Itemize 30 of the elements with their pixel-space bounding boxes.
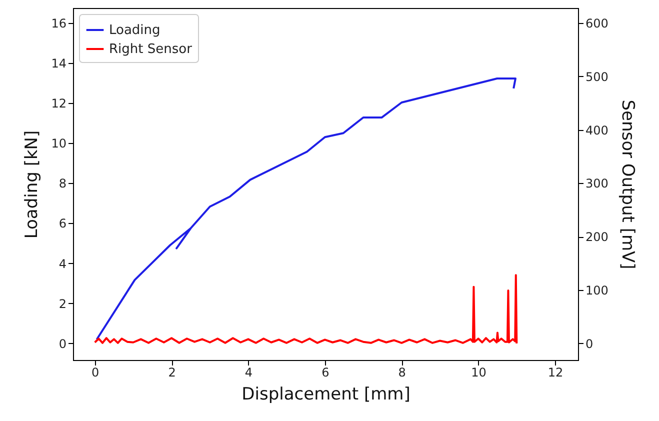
x-axis-title: Displacement [mm] bbox=[242, 384, 410, 404]
x-tick-label: 12 bbox=[548, 366, 564, 380]
y-tick-label: 12 bbox=[51, 96, 66, 111]
y-tick-label: 14 bbox=[51, 56, 66, 71]
y2-tick-label: 200 bbox=[586, 230, 608, 244]
y-tick-label: 16 bbox=[51, 16, 66, 31]
x-tick-label: 6 bbox=[322, 366, 330, 380]
y2-axis-title: Sensor Output [mV] bbox=[617, 100, 638, 270]
y-axis-title: Loading [kN] bbox=[22, 130, 42, 239]
y2-tick-label: 100 bbox=[586, 284, 608, 298]
x-tick-label: 0 bbox=[92, 366, 100, 380]
y-tick-label: 6 bbox=[58, 216, 66, 231]
y-tick-label: 8 bbox=[58, 176, 66, 191]
y-tick-label: 10 bbox=[51, 136, 66, 151]
legend-label: Right Sensor bbox=[109, 42, 193, 57]
y-tick-label: 4 bbox=[58, 256, 66, 271]
y2-tick-label: 300 bbox=[586, 176, 608, 191]
y2-tick-label: 500 bbox=[586, 70, 608, 84]
x-tick-label: 4 bbox=[244, 366, 253, 380]
y2-tick-label: 600 bbox=[586, 16, 608, 30]
line-series bbox=[94, 274, 518, 344]
line-series bbox=[96, 77, 516, 340]
y2-tick-label: 400 bbox=[586, 123, 608, 138]
x-tick-label: 2 bbox=[168, 366, 176, 380]
x-tick-label: 8 bbox=[398, 366, 406, 380]
y-tick-label: 0 bbox=[58, 336, 66, 351]
y-tick-label: 2 bbox=[58, 296, 66, 311]
x-tick-label: 10 bbox=[471, 366, 486, 380]
y2-tick-label: 0 bbox=[586, 336, 594, 351]
legend-label: Loading bbox=[109, 23, 160, 38]
